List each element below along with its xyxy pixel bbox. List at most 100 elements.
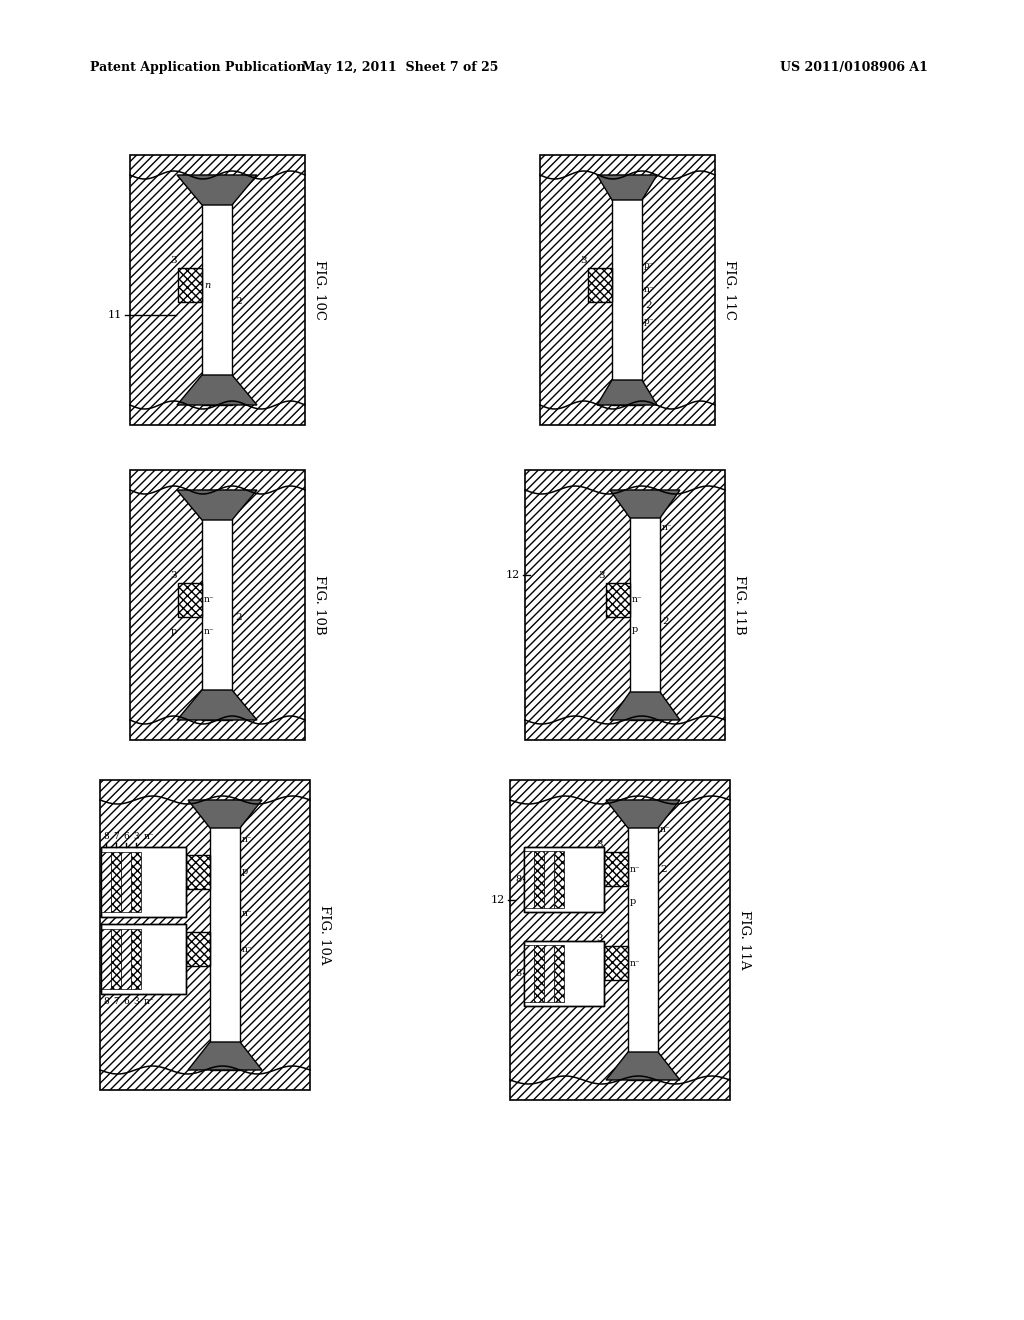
Polygon shape bbox=[188, 800, 262, 828]
Bar bbox=[588, 268, 612, 302]
Bar bbox=[534, 851, 544, 908]
Text: 6: 6 bbox=[123, 997, 129, 1006]
Bar bbox=[101, 924, 186, 994]
Text: n⁻: n⁻ bbox=[143, 997, 155, 1006]
Text: FIG. 11B: FIG. 11B bbox=[733, 576, 746, 635]
Bar bbox=[101, 847, 186, 917]
Bar bbox=[130, 470, 305, 741]
Text: n⁻: n⁻ bbox=[660, 825, 671, 834]
Polygon shape bbox=[597, 380, 657, 405]
Text: p⁻: p⁻ bbox=[644, 318, 654, 326]
Polygon shape bbox=[610, 692, 680, 719]
Bar bbox=[131, 929, 141, 989]
Text: 8: 8 bbox=[515, 969, 521, 978]
Text: 2: 2 bbox=[234, 297, 242, 306]
Text: 11: 11 bbox=[108, 310, 122, 319]
Bar bbox=[111, 851, 121, 912]
Bar bbox=[131, 851, 141, 912]
Bar bbox=[186, 932, 210, 966]
Bar bbox=[628, 800, 658, 1080]
Text: p: p bbox=[171, 627, 177, 635]
Text: n⁻: n⁻ bbox=[644, 285, 654, 294]
Text: Patent Application Publication: Patent Application Publication bbox=[90, 62, 305, 74]
Text: n⁻: n⁻ bbox=[630, 865, 641, 874]
Bar bbox=[101, 851, 111, 912]
Text: n⁻: n⁻ bbox=[662, 524, 673, 532]
Text: 3: 3 bbox=[581, 256, 587, 265]
Text: p⁻: p⁻ bbox=[644, 260, 654, 269]
Bar bbox=[121, 851, 131, 912]
Text: 12: 12 bbox=[490, 895, 505, 906]
Text: 8: 8 bbox=[515, 874, 521, 883]
Bar bbox=[202, 490, 232, 719]
Bar bbox=[612, 176, 642, 405]
Bar bbox=[540, 154, 715, 425]
Bar bbox=[111, 929, 121, 989]
Bar bbox=[210, 800, 240, 1071]
Text: FIG. 10B: FIG. 10B bbox=[313, 576, 326, 635]
Polygon shape bbox=[610, 490, 680, 517]
Text: 2: 2 bbox=[234, 612, 242, 622]
Text: 3: 3 bbox=[596, 935, 603, 942]
Text: May 12, 2011  Sheet 7 of 25: May 12, 2011 Sheet 7 of 25 bbox=[302, 62, 499, 74]
Bar bbox=[604, 851, 628, 886]
Text: n⁻: n⁻ bbox=[242, 945, 253, 953]
Text: 3: 3 bbox=[598, 572, 605, 579]
Bar bbox=[524, 945, 534, 1002]
Text: 3: 3 bbox=[170, 572, 177, 579]
Text: n⁻: n⁻ bbox=[143, 832, 155, 841]
Text: n⁻: n⁻ bbox=[242, 909, 253, 919]
Text: 3: 3 bbox=[596, 840, 603, 849]
Text: 2: 2 bbox=[662, 616, 669, 626]
Bar bbox=[121, 929, 131, 989]
Text: 8: 8 bbox=[103, 832, 109, 841]
Bar bbox=[524, 941, 604, 1006]
Bar bbox=[544, 851, 554, 908]
Bar bbox=[510, 780, 730, 1100]
Text: 12: 12 bbox=[506, 570, 520, 579]
Text: n⁻: n⁻ bbox=[204, 595, 215, 605]
Bar bbox=[202, 176, 232, 405]
Text: n: n bbox=[204, 281, 210, 289]
Polygon shape bbox=[177, 176, 257, 205]
Text: FIG. 10C: FIG. 10C bbox=[313, 260, 326, 319]
Bar bbox=[524, 847, 604, 912]
Text: 2: 2 bbox=[645, 301, 651, 310]
Polygon shape bbox=[606, 1052, 680, 1080]
Text: FIG. 10A: FIG. 10A bbox=[318, 906, 331, 965]
Bar bbox=[525, 470, 725, 741]
Bar bbox=[554, 945, 564, 1002]
Bar bbox=[554, 851, 564, 908]
Polygon shape bbox=[597, 176, 657, 201]
Text: 3: 3 bbox=[133, 997, 139, 1006]
Text: 7: 7 bbox=[113, 832, 119, 841]
Bar bbox=[606, 583, 630, 616]
Polygon shape bbox=[177, 490, 257, 520]
Text: p: p bbox=[242, 867, 248, 876]
Text: 7: 7 bbox=[113, 997, 119, 1006]
Text: n⁻: n⁻ bbox=[630, 958, 641, 968]
Text: 6: 6 bbox=[123, 832, 129, 841]
Bar bbox=[524, 847, 604, 912]
Polygon shape bbox=[606, 800, 680, 828]
Bar bbox=[524, 851, 534, 908]
Text: 3: 3 bbox=[133, 832, 139, 841]
Bar bbox=[101, 924, 186, 994]
Text: 2: 2 bbox=[660, 865, 667, 874]
Bar bbox=[534, 945, 544, 1002]
Text: 3: 3 bbox=[170, 256, 177, 265]
Polygon shape bbox=[188, 1041, 262, 1071]
Text: n⁻: n⁻ bbox=[632, 595, 643, 605]
Bar bbox=[630, 490, 660, 719]
Bar bbox=[130, 154, 305, 425]
Bar bbox=[178, 583, 202, 616]
Polygon shape bbox=[177, 375, 257, 405]
Bar bbox=[178, 268, 202, 302]
Text: n⁻: n⁻ bbox=[204, 627, 215, 635]
Polygon shape bbox=[177, 690, 257, 719]
Text: p: p bbox=[632, 624, 638, 634]
Bar bbox=[544, 945, 554, 1002]
Text: 8: 8 bbox=[103, 997, 109, 1006]
Bar bbox=[186, 855, 210, 888]
Text: US 2011/0108906 A1: US 2011/0108906 A1 bbox=[780, 62, 928, 74]
